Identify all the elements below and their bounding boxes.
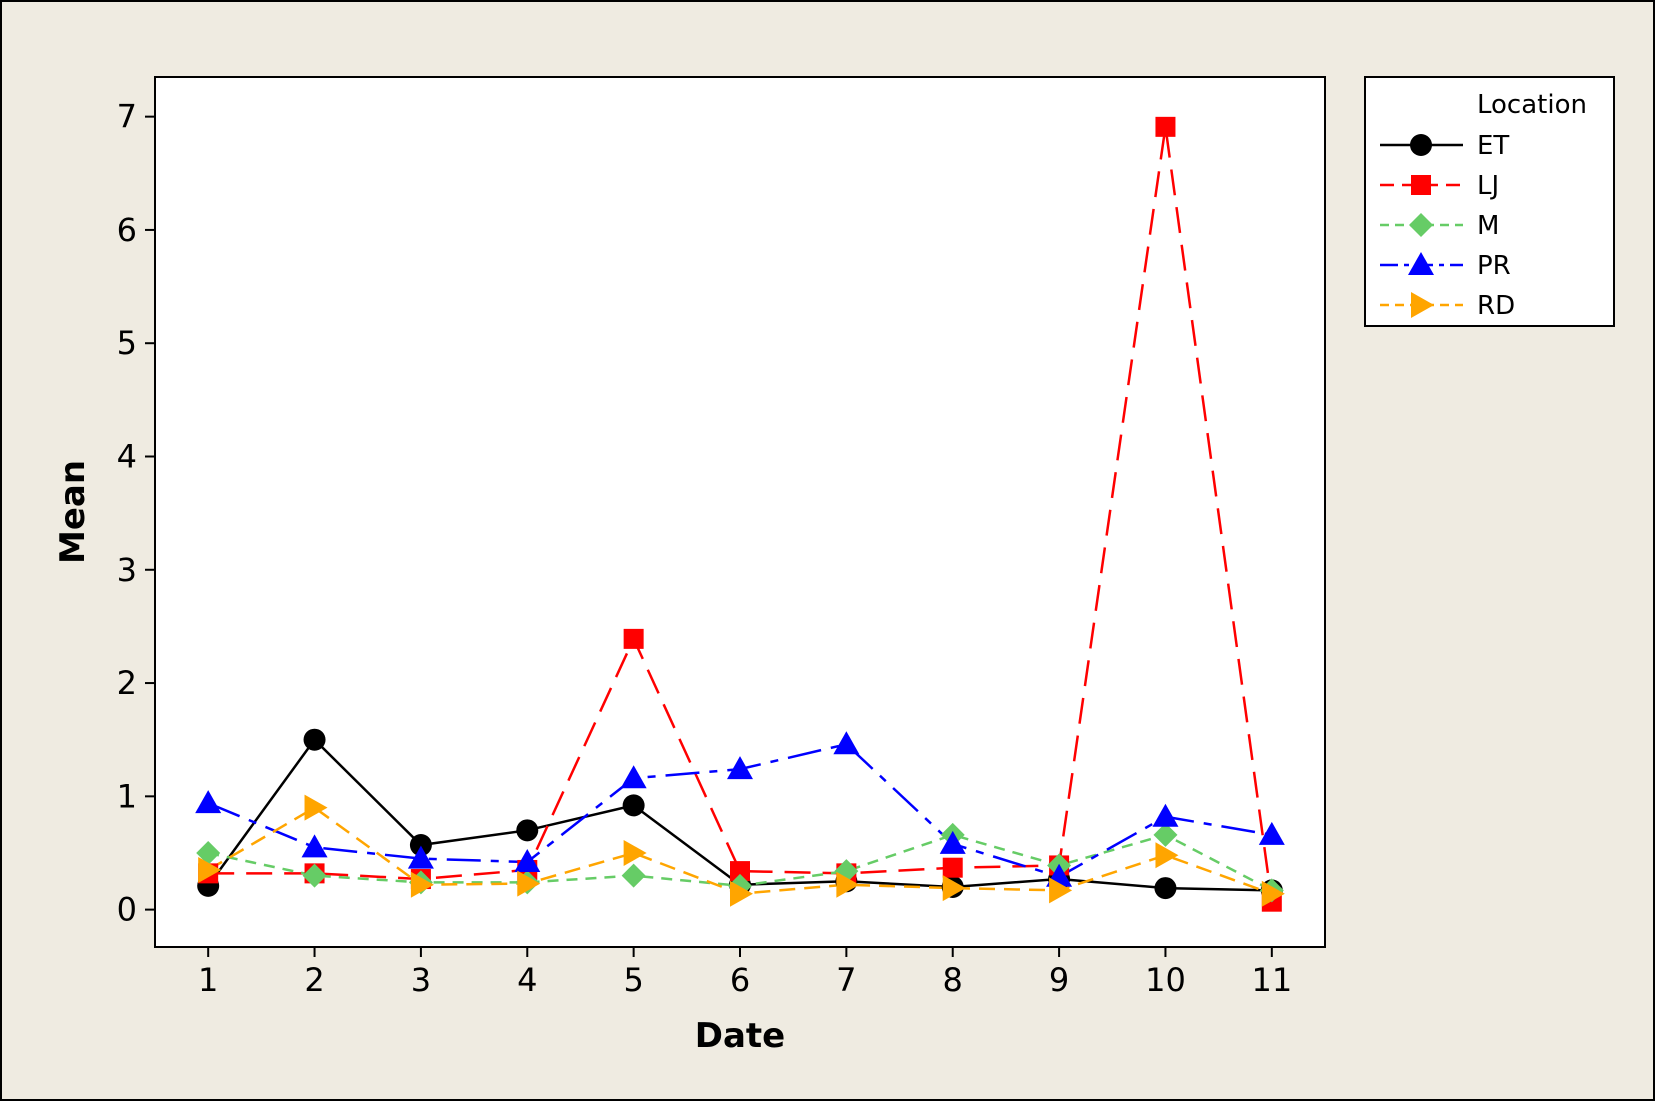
legend-box [1364,76,1615,327]
data-point [1049,877,1073,904]
legend-marker [1411,292,1434,318]
data-point [620,765,647,789]
data-point [836,871,860,898]
series-layer [195,116,1285,912]
legend-item-et: ET [1380,131,1509,161]
y-tick-label: 0 [117,891,137,929]
data-point [621,863,646,888]
data-point [1155,116,1176,137]
data-point [730,861,750,882]
legend-marker [1410,134,1432,156]
legend-item-pr: PR [1380,251,1511,281]
data-point [942,857,963,878]
series-points-rd [198,794,1285,907]
x-tick-label: 7 [836,961,856,999]
y-tick-label: 6 [117,211,137,249]
data-point [1261,880,1285,907]
data-point [623,839,647,866]
x-axis: 1 2 3 4 5 6 7 8 9 10 11 [198,947,1292,999]
legend-label: PR [1477,251,1511,281]
x-tick-label: 3 [411,961,431,999]
legend-marker [1409,213,1433,237]
x-tick-label: 10 [1145,961,1186,999]
legend-label: LJ [1477,171,1499,201]
legend-title: Location [1477,90,1587,120]
data-point [1258,821,1285,845]
data-point [301,834,328,858]
y-tick-label: 4 [117,437,137,475]
legend-item-lj: LJ [1380,171,1499,201]
data-point [516,819,539,842]
legend-marker [1408,252,1434,275]
data-point [622,794,645,817]
y-tick-label: 7 [117,98,137,136]
data-point [514,849,541,873]
x-tick-label: 8 [943,961,963,999]
x-tick-label: 5 [623,961,643,999]
data-point [1154,877,1177,900]
y-tick-label: 3 [117,551,137,589]
data-point [730,880,753,907]
series-line-lj [208,126,1274,902]
data-point [623,628,644,649]
data-point [1152,803,1179,827]
x-tick-label: 6 [730,961,750,999]
legend: Location ET LJ M PR RD [1364,76,1615,327]
y-tick-label: 5 [117,324,137,362]
legend-label: M [1477,211,1499,241]
data-point [407,845,434,869]
data-point [196,840,221,865]
plot-area [154,76,1326,948]
data-point [939,830,966,854]
legend-label: ET [1477,131,1509,161]
legend-item-m: M [1380,211,1499,241]
series-points-pr [195,731,1285,887]
legend-label: RD [1477,291,1515,321]
data-point [517,870,541,897]
data-point [304,794,328,821]
data-point [409,834,432,857]
data-point [727,756,753,780]
legend-items: ET LJ M PR RD [1380,131,1515,321]
x-tick-label: 11 [1251,961,1292,999]
x-axis-title: Date [695,1016,785,1056]
data-point [195,790,222,814]
y-tick-label: 1 [117,777,137,815]
data-point [410,871,434,898]
legend-item-rd: RD [1380,291,1515,321]
data-point [942,875,966,902]
data-point [1155,842,1179,869]
y-tick-label: 2 [117,664,137,702]
data-point [302,863,327,888]
x-tick-label: 2 [304,961,324,999]
data-point [1153,822,1178,847]
x-tick-label: 4 [517,961,537,999]
x-tick-label: 9 [1049,961,1069,999]
legend-marker [1411,175,1431,195]
data-point [833,731,860,755]
data-point [303,728,326,751]
x-tick-label: 1 [198,961,218,999]
y-axis: 0 1 2 3 4 5 6 7 [117,98,155,929]
y-axis-title: Mean [53,460,93,564]
data-point [198,856,222,883]
